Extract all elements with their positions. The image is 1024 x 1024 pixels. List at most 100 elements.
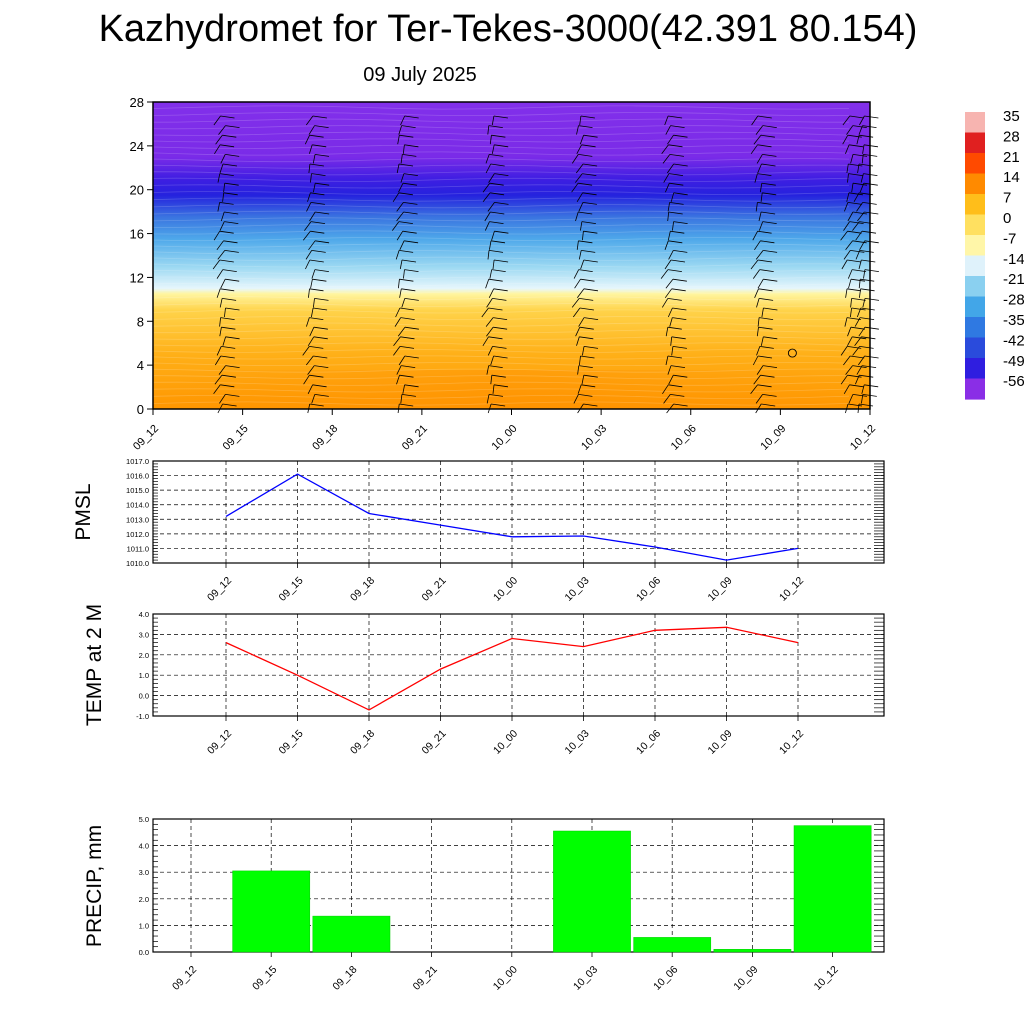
wind-barb-staff [840, 374, 848, 385]
wind-barb-staff [396, 375, 400, 385]
colorbar-label: 0 [1003, 210, 1011, 227]
wind-barb-staff [754, 173, 758, 183]
colorbar-swatch [965, 214, 985, 236]
wind-barb-flag [399, 403, 414, 407]
wind-barb-flag [225, 154, 240, 157]
contour-line [152, 388, 850, 393]
wind-barb-flag [488, 278, 503, 282]
wind-barb-flag [846, 288, 862, 292]
wind-barb-flag [403, 173, 418, 176]
wind-barb-flag [220, 144, 235, 148]
wind-barb-staff [857, 163, 860, 174]
wind-barb-staff [487, 202, 495, 212]
wind-barb-staff [403, 269, 405, 279]
wind-barb-staff [850, 307, 852, 318]
wind-barb-flag [757, 173, 772, 176]
x-tick-label: 09_21 [400, 423, 430, 453]
series-line [225, 626, 799, 711]
wind-barb-staff [667, 307, 673, 318]
wind-barb-staff [855, 230, 863, 241]
wind-barb-flag [493, 115, 508, 119]
colorbar-swatch [965, 337, 985, 359]
wind-barb-staff [399, 240, 405, 250]
y-tick-label: 1015.0 [126, 486, 149, 495]
wind-barb-flag [581, 250, 596, 253]
x-tick-label: 10_09 [731, 964, 760, 993]
wind-barb-flag [494, 173, 509, 176]
chart-title: Kazhydromet for Ter-Tekes-3000(42.391 80… [98, 8, 918, 50]
wind-barb-staff [842, 115, 851, 126]
wind-barb-staff [217, 250, 226, 260]
contour-line [152, 151, 850, 156]
wind-barb-flag [494, 144, 509, 148]
wind-barb-flag [760, 134, 775, 138]
wind-barb-flag [669, 182, 684, 186]
wind-barb-staff [667, 202, 670, 212]
wind-barb-staff [846, 163, 849, 174]
wind-barb-staff [852, 221, 860, 231]
wind-barb-flag [582, 202, 597, 205]
wind-barb-flag [399, 346, 415, 349]
contour-line [152, 361, 850, 366]
wind-barb-flag [225, 307, 240, 311]
wind-barb-staff [492, 259, 495, 270]
wind-barb-flag [583, 259, 598, 263]
x-tick-label: 09_18 [330, 964, 359, 993]
wind-barb-staff [218, 125, 226, 135]
wind-barb-flag [493, 384, 509, 388]
wind-barb-staff [311, 269, 316, 279]
wind-barb-flag [580, 278, 595, 282]
wind-barb-staff [394, 317, 402, 327]
wind-barb-flag [667, 326, 682, 330]
wind-barb-flag [673, 134, 688, 138]
y-tick-label: 5.0 [139, 815, 149, 824]
wind-barb-flag [673, 163, 688, 167]
wind-barb-flag [758, 288, 773, 292]
x-tick-label: 10_06 [634, 728, 663, 757]
wind-barb-staff [671, 346, 674, 356]
contour-line [152, 138, 850, 143]
wind-barb-staff [213, 384, 221, 395]
wind-barb-flag [578, 182, 593, 186]
wind-barb-flag [578, 365, 593, 368]
wind-barb-flag [225, 365, 240, 368]
wind-barb-flag [309, 134, 324, 138]
wind-barb-staff [308, 240, 316, 251]
x-tick-label: 10_12 [777, 575, 806, 604]
wind-barb-flag [403, 211, 418, 215]
wind-barb-flag [578, 240, 593, 244]
wind-barb-staff [856, 202, 864, 212]
wind-barb-flag [314, 394, 329, 397]
wind-barb-staff [576, 125, 579, 135]
y-tick-label: 20 [130, 183, 144, 198]
wind-barb-flag [850, 355, 865, 359]
x-tick-label: 09_18 [348, 575, 377, 604]
wind-barb-staff [400, 154, 403, 164]
wind-barb-flag [673, 250, 688, 253]
wind-barb-flag [493, 355, 508, 359]
wind-barb-staff [575, 163, 584, 174]
wind-barb-staff [224, 307, 226, 318]
wind-barb-flag [671, 336, 686, 340]
wind-barb-flag [313, 326, 328, 330]
wind-barb-staff [304, 135, 310, 145]
wind-barb-staff [216, 346, 222, 356]
wind-barb-staff [399, 288, 402, 298]
contour-line [152, 394, 850, 399]
wind-barb-staff [488, 288, 495, 298]
wind-barb-flag [491, 403, 506, 407]
wind-barb-flag [578, 394, 593, 397]
contour-line [152, 309, 850, 314]
wind-barb-staff [755, 250, 764, 260]
x-tick-label: 10_03 [571, 964, 600, 993]
wind-barb-staff [395, 250, 400, 260]
contour-line [152, 401, 850, 406]
wind-barb-staff [844, 317, 848, 327]
wind-barb-staff [313, 183, 316, 193]
x-tick-label: 10_03 [562, 728, 591, 757]
wind-barb-flag [860, 307, 875, 311]
wind-barb-flag [668, 240, 683, 244]
wind-barb-flag [401, 365, 416, 368]
y-tick-label: 4.0 [139, 610, 149, 619]
